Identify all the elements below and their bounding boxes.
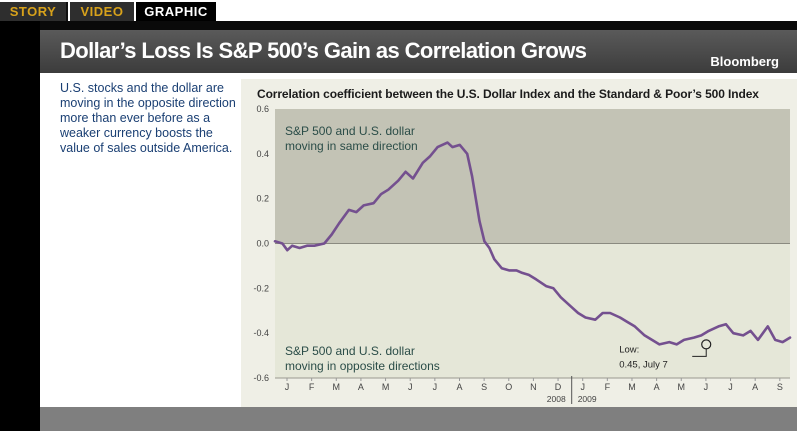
x-tick-label: J xyxy=(285,382,290,392)
upper-region-label: S&P 500 and U.S. dollar xyxy=(285,124,415,138)
x-tick-label: A xyxy=(456,382,462,392)
x-tick-label: A xyxy=(752,382,758,392)
footer-band xyxy=(40,407,797,431)
low-point-label: Low: xyxy=(619,344,639,355)
x-tick-label: S xyxy=(777,382,783,392)
lower-region-label: S&P 500 and U.S. dollar xyxy=(285,344,415,358)
x-tick-label: M xyxy=(628,382,636,392)
y-tick-label: 0.0 xyxy=(256,239,269,249)
x-tick-label: D xyxy=(555,382,562,392)
chart-svg: 0.6 0.4 0.2 0.0 -0.2 -0.4 -0.6 J F M A M J J A S O N D J F M A… xyxy=(253,104,792,404)
x-tick-label: F xyxy=(309,382,315,392)
intro-text: U.S. stocks and the dollar are moving in… xyxy=(60,81,236,155)
x-tick-label: N xyxy=(530,382,537,392)
upper-region xyxy=(275,109,790,244)
low-point-label: 0.45, July 7 xyxy=(619,359,668,370)
graphic-header: Dollar’s Loss Is S&P 500’s Gain as Corre… xyxy=(40,30,797,73)
left-margin-bar xyxy=(0,21,40,431)
x-tick-label: M xyxy=(333,382,341,392)
y-tick-label: -0.2 xyxy=(253,283,269,293)
year-label-2008: 2008 xyxy=(547,394,566,404)
y-tick-label: 0.4 xyxy=(256,149,269,159)
x-tick-label: O xyxy=(505,382,512,392)
lower-region xyxy=(275,243,790,378)
correlation-line xyxy=(273,141,792,346)
brand-logo: Bloomberg xyxy=(710,54,779,69)
x-tick-label: J xyxy=(704,382,709,392)
y-tick-label: -0.4 xyxy=(253,328,269,338)
x-tick-label: A xyxy=(358,382,364,392)
x-tick-label: J xyxy=(408,382,413,392)
y-tick-label: 0.6 xyxy=(256,104,269,114)
tab-video[interactable]: VIDEO xyxy=(70,2,134,21)
tab-graphic[interactable]: GRAPHIC xyxy=(136,2,216,21)
chart-title: Correlation coefficient between the U.S.… xyxy=(257,87,759,101)
tab-strip: STORY VIDEO GRAPHIC xyxy=(0,0,797,21)
low-point-leader xyxy=(692,348,707,357)
year-label-2009: 2009 xyxy=(578,394,597,404)
x-tick-label: S xyxy=(481,382,487,392)
x-tick-label: M xyxy=(678,382,686,392)
graphic-content: U.S. stocks and the dollar are moving in… xyxy=(40,73,797,407)
x-tick-label: A xyxy=(654,382,660,392)
tab-story[interactable]: STORY xyxy=(0,2,68,21)
graphic-title: Dollar’s Loss Is S&P 500’s Gain as Corre… xyxy=(60,38,587,63)
y-tick-label: 0.2 xyxy=(256,194,269,204)
x-tick-label: F xyxy=(605,382,611,392)
chart-panel: 0.6 0.4 0.2 0.0 -0.2 -0.4 -0.6 J F M A M J J A S O N D J F M A… xyxy=(241,79,797,407)
upper-region-label: moving in same direction xyxy=(285,139,418,153)
lower-region-label: moving in opposite directions xyxy=(285,359,440,373)
x-tick-label: J xyxy=(728,382,733,392)
x-tick-label: J xyxy=(433,382,438,392)
x-tick-label: J xyxy=(580,382,585,392)
x-tick-label: M xyxy=(382,382,390,392)
y-tick-label: -0.6 xyxy=(253,373,269,383)
